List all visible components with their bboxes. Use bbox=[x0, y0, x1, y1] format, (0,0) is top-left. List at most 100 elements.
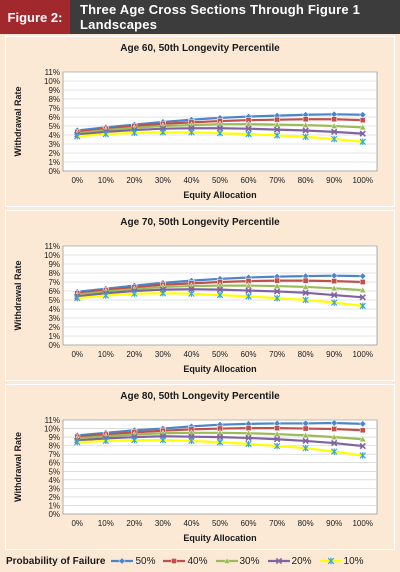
data-point bbox=[131, 290, 138, 297]
chart-age-60: Age 60, 50th Longevity Percentile0%1%2%3… bbox=[5, 36, 395, 207]
data-point bbox=[245, 434, 252, 442]
y-axis-label: Withdrawal Rate bbox=[13, 87, 23, 157]
data-point bbox=[216, 129, 224, 137]
legend-label: 10% bbox=[343, 555, 364, 567]
data-point bbox=[188, 286, 195, 293]
y-tick-label: 3% bbox=[48, 314, 60, 323]
x-tick-label: 30% bbox=[155, 350, 171, 359]
chart-panel-age-80: Age 80, 50th Longevity Percentile 0% 1% 2% 3… bbox=[5, 384, 395, 555]
data-point bbox=[74, 438, 81, 446]
x-tick-label: 50% bbox=[212, 519, 228, 528]
y-tick-label: 7% bbox=[48, 104, 60, 113]
data-point bbox=[331, 439, 338, 447]
chart-panel-age-70: Age 70, 50th Longevity Percentile 0% 1% 2% 3… bbox=[5, 210, 395, 381]
y-tick-label: 5% bbox=[48, 467, 60, 476]
legend-swatch bbox=[163, 558, 186, 564]
data-point bbox=[245, 440, 252, 448]
x-tick-label: 40% bbox=[183, 519, 199, 528]
data-point bbox=[302, 121, 310, 128]
legend-swatch bbox=[319, 557, 342, 565]
legend-label: 50% bbox=[135, 555, 156, 567]
x-tick-label: 100% bbox=[352, 176, 372, 185]
chart-title: Age 60, 50th Longevity Percentile bbox=[120, 43, 280, 54]
y-tick-label: 6% bbox=[48, 287, 60, 296]
series-10pct bbox=[74, 129, 366, 145]
y-tick-label: 4% bbox=[48, 131, 60, 140]
y-tick-label: 3% bbox=[48, 140, 60, 149]
legend-label: 20% bbox=[291, 555, 312, 567]
y-tick-label: 2% bbox=[48, 323, 60, 332]
data-point bbox=[359, 294, 366, 301]
data-point bbox=[302, 431, 310, 439]
x-tick-label: 80% bbox=[298, 176, 314, 185]
data-point bbox=[330, 122, 338, 129]
legend-marker bbox=[222, 557, 231, 564]
legend-item-50pct: 50% bbox=[111, 556, 155, 567]
data-point bbox=[302, 277, 309, 284]
y-tick-label: 0% bbox=[48, 167, 60, 176]
y-tick-label: 8% bbox=[48, 442, 60, 451]
data-point bbox=[74, 133, 81, 140]
legend-swatch bbox=[215, 557, 238, 564]
y-tick-label: 6% bbox=[48, 459, 60, 468]
data-point bbox=[302, 127, 309, 134]
x-tick-label: 10% bbox=[98, 176, 114, 185]
y-tick-label: 2% bbox=[48, 493, 60, 502]
x-tick-label: 60% bbox=[241, 176, 257, 185]
y-tick-label: 1% bbox=[48, 332, 60, 341]
x-axis-label: Equity Allocation bbox=[183, 364, 256, 374]
legend-label: 40% bbox=[187, 555, 208, 567]
y-tick-label: 1% bbox=[48, 501, 60, 510]
y-tick-label: 10% bbox=[44, 425, 60, 434]
y-tick-label: 4% bbox=[48, 476, 60, 485]
data-point bbox=[102, 437, 110, 445]
data-point bbox=[245, 287, 252, 294]
x-tick-label: 40% bbox=[183, 176, 199, 185]
data-point bbox=[216, 281, 224, 289]
x-tick-label: 100% bbox=[352, 350, 372, 359]
y-tick-label: 11% bbox=[45, 416, 60, 425]
legend-items: 50% 40% 30% 20% 10% bbox=[111, 556, 371, 567]
data-point bbox=[331, 426, 338, 432]
data-point bbox=[359, 427, 366, 434]
series-10pct bbox=[74, 290, 366, 310]
legend-label: 30% bbox=[239, 555, 260, 567]
data-point bbox=[359, 442, 366, 450]
data-point bbox=[244, 281, 253, 289]
legend-item-10pct: 10% bbox=[319, 555, 364, 567]
legend-item-30pct: 30% bbox=[215, 555, 260, 567]
data-point bbox=[273, 288, 281, 295]
series-20pct bbox=[74, 286, 366, 301]
y-tick-label: 0% bbox=[48, 341, 60, 350]
y-tick-label: 6% bbox=[48, 113, 60, 122]
x-tick-label: 30% bbox=[155, 519, 171, 528]
data-point bbox=[359, 138, 366, 145]
x-axis-label: Equity Allocation bbox=[183, 533, 256, 543]
data-point bbox=[359, 420, 367, 428]
data-point bbox=[245, 125, 252, 132]
chart-age-70: Age 70, 50th Longevity Percentile0%1%2%3… bbox=[5, 210, 395, 381]
data-point bbox=[330, 299, 338, 306]
legend-title: Probability of Failure bbox=[6, 555, 106, 567]
x-axis-label: Equity Allocation bbox=[183, 190, 256, 200]
data-point bbox=[359, 130, 366, 137]
data-point bbox=[302, 296, 309, 304]
y-tick-label: 9% bbox=[48, 433, 60, 442]
data-point bbox=[302, 283, 310, 290]
x-tick-label: 90% bbox=[326, 176, 342, 185]
chart-title: Age 80, 50th Longevity Percentile bbox=[120, 391, 280, 402]
legend-item-40pct: 40% bbox=[163, 555, 208, 567]
y-tick-label: 11% bbox=[45, 242, 60, 251]
y-tick-label: 7% bbox=[48, 450, 60, 459]
data-point bbox=[330, 284, 338, 292]
data-point bbox=[245, 130, 252, 138]
data-point bbox=[274, 425, 280, 431]
series-20pct bbox=[74, 433, 366, 450]
data-point bbox=[273, 282, 281, 289]
data-point bbox=[102, 292, 110, 299]
data-point bbox=[216, 286, 224, 293]
y-tick-label: 5% bbox=[48, 122, 60, 131]
series-10pct bbox=[74, 436, 366, 459]
y-tick-label: 2% bbox=[48, 149, 60, 158]
x-tick-label: 70% bbox=[269, 176, 285, 185]
